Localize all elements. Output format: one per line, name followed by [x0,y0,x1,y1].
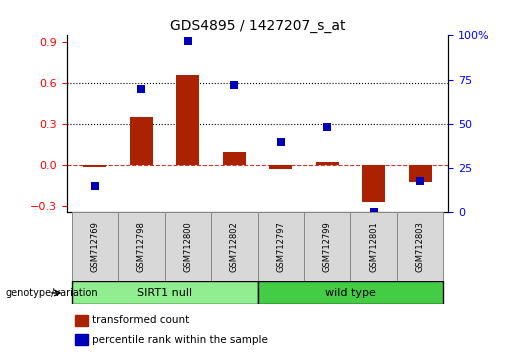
Point [184,38,192,44]
Text: GSM712801: GSM712801 [369,222,378,272]
Point [277,139,285,144]
FancyBboxPatch shape [72,212,118,281]
Title: GDS4895 / 1427207_s_at: GDS4895 / 1427207_s_at [170,19,345,33]
Bar [316,162,339,165]
FancyBboxPatch shape [304,212,350,281]
Point [416,178,424,183]
FancyBboxPatch shape [397,212,443,281]
Bar [75,334,88,345]
Text: transformed count: transformed count [92,315,189,325]
Text: GSM712797: GSM712797 [276,222,285,272]
FancyBboxPatch shape [258,212,304,281]
Bar [408,165,432,182]
Text: percentile rank within the sample: percentile rank within the sample [92,335,268,344]
Bar [83,165,107,167]
Bar [130,117,153,165]
Bar [362,165,385,201]
Text: GSM712799: GSM712799 [323,222,332,272]
Bar [75,315,88,326]
FancyBboxPatch shape [211,212,258,281]
FancyBboxPatch shape [165,212,211,281]
Point [370,210,378,215]
Point [137,86,145,91]
Text: GSM712798: GSM712798 [137,222,146,272]
FancyBboxPatch shape [118,212,165,281]
Point [91,183,99,189]
FancyBboxPatch shape [72,281,258,304]
Bar [269,165,293,169]
Bar [176,75,199,165]
Point [323,125,331,130]
FancyBboxPatch shape [258,281,443,304]
Text: SIRT1 null: SIRT1 null [137,288,192,298]
Text: GSM712769: GSM712769 [90,222,99,272]
FancyBboxPatch shape [350,212,397,281]
Text: GSM712803: GSM712803 [416,222,425,272]
Text: GSM712802: GSM712802 [230,222,239,272]
Text: genotype/variation: genotype/variation [5,288,98,298]
Text: GSM712800: GSM712800 [183,222,192,272]
Point [230,82,238,88]
Bar [222,153,246,165]
Text: wild type: wild type [325,288,376,298]
